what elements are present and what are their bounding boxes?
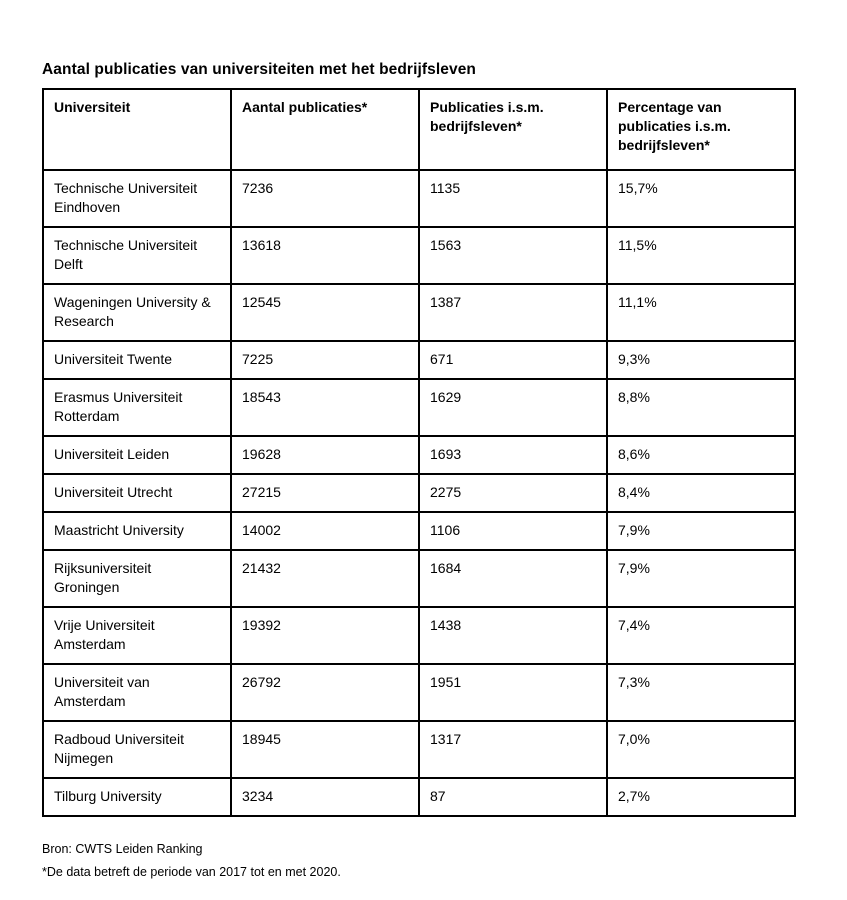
cell-publications-collab: 671	[418, 340, 608, 380]
column-header-university: Universiteit	[42, 88, 232, 171]
cell-percentage: 7,9%	[606, 511, 796, 551]
cell-publications-collab: 1135	[418, 169, 608, 228]
cell-publications-total: 12545	[230, 283, 420, 342]
cell-publications-total: 3234	[230, 777, 420, 817]
cell-publications-collab: 2275	[418, 473, 608, 513]
cell-publications-total: 18543	[230, 378, 420, 437]
table-row: Universiteit Utrecht 27215 2275 8,4%	[42, 473, 796, 513]
cell-university: Erasmus Universiteit Rotterdam	[42, 378, 232, 437]
cell-percentage: 9,3%	[606, 340, 796, 380]
cell-publications-collab: 1387	[418, 283, 608, 342]
cell-percentage: 8,6%	[606, 435, 796, 475]
cell-university: Radboud Universiteit Nijmegen	[42, 720, 232, 779]
page-title: Aantal publicaties van universiteiten me…	[42, 61, 476, 78]
cell-university: Technische Universiteit Delft	[42, 226, 232, 285]
table-row: Radboud Universiteit Nijmegen 18945 1317 7,…	[42, 720, 796, 779]
table-row: Tilburg University 3234 87 2,7%	[42, 777, 796, 817]
header-row: Universiteit Aantal publicaties* Publicati…	[42, 88, 796, 171]
cell-publications-collab: 1563	[418, 226, 608, 285]
cell-publications-total: 19392	[230, 606, 420, 665]
cell-publications-collab: 87	[418, 777, 608, 817]
cell-university: Universiteit Twente	[42, 340, 232, 380]
cell-percentage: 15,7%	[606, 169, 796, 228]
cell-university: Universiteit Utrecht	[42, 473, 232, 513]
table-header: Universiteit Aantal publicaties* Publicati…	[42, 88, 796, 171]
column-header-percentage: Percentage van publicaties i.s.m. bedrij…	[606, 88, 796, 171]
table-row: Rijksuniversiteit Groningen 21432 1684 7,9%	[42, 549, 796, 608]
cell-university: Rijksuniversiteit Groningen	[42, 549, 232, 608]
table-row: Technische Universiteit Eindhoven 7236 113…	[42, 169, 796, 228]
cell-publications-collab: 1317	[418, 720, 608, 779]
cell-publications-collab: 1629	[418, 378, 608, 437]
cell-percentage: 7,4%	[606, 606, 796, 665]
cell-publications-total: 27215	[230, 473, 420, 513]
cell-publications-total: 21432	[230, 549, 420, 608]
table-footnotes: Bron: CWTS Leiden Ranking *De data betre…	[42, 838, 796, 884]
table-row: Erasmus Universiteit Rotterdam 18543 1629 8…	[42, 378, 796, 437]
cell-percentage: 7,0%	[606, 720, 796, 779]
cell-percentage: 8,8%	[606, 378, 796, 437]
cell-university: Tilburg University	[42, 777, 232, 817]
column-header-publications-collab: Publicaties i.s.m. bedrijfsleven*	[418, 88, 608, 171]
column-header-publications-total: Aantal publicaties*	[230, 88, 420, 171]
cell-percentage: 11,5%	[606, 226, 796, 285]
publications-table: Universiteit Aantal publicaties* Publicati…	[42, 88, 796, 817]
cell-publications-total: 7225	[230, 340, 420, 380]
cell-university: Wageningen University & Research	[42, 283, 232, 342]
table-row: Maastricht University 14002 1106 7,9%	[42, 511, 796, 551]
cell-publications-collab: 1106	[418, 511, 608, 551]
cell-publications-collab: 1438	[418, 606, 608, 665]
table-row: Universiteit Leiden 19628 1693 8,6%	[42, 435, 796, 475]
cell-publications-total: 7236	[230, 169, 420, 228]
cell-percentage: 7,3%	[606, 663, 796, 722]
cell-publications-total: 26792	[230, 663, 420, 722]
table-row: Universiteit van Amsterdam 26792 1951 7,3%	[42, 663, 796, 722]
cell-publications-collab: 1684	[418, 549, 608, 608]
cell-university: Vrije Universiteit Amsterdam	[42, 606, 232, 665]
table-body: Technische Universiteit Eindhoven 7236 113…	[42, 169, 796, 817]
cell-percentage: 8,4%	[606, 473, 796, 513]
table-row: Technische Universiteit Delft 13618 1563 11…	[42, 226, 796, 285]
cell-percentage: 11,1%	[606, 283, 796, 342]
cell-publications-total: 19628	[230, 435, 420, 475]
table-row: Universiteit Twente 7225 671 9,3%	[42, 340, 796, 380]
cell-percentage: 2,7%	[606, 777, 796, 817]
cell-university: Maastricht University	[42, 511, 232, 551]
cell-percentage: 7,9%	[606, 549, 796, 608]
table-row: Wageningen University & Research 12545 138…	[42, 283, 796, 342]
cell-university: Technische Universiteit Eindhoven	[42, 169, 232, 228]
table-row: Vrije Universiteit Amsterdam 19392 1438 7,4…	[42, 606, 796, 665]
cell-university: Universiteit Leiden	[42, 435, 232, 475]
source-note: Bron: CWTS Leiden Ranking	[42, 842, 203, 856]
cell-publications-total: 14002	[230, 511, 420, 551]
cell-university: Universiteit van Amsterdam	[42, 663, 232, 722]
period-note: *De data betreft de periode van 2017 tot…	[42, 865, 341, 879]
cell-publications-collab: 1951	[418, 663, 608, 722]
cell-publications-collab: 1693	[418, 435, 608, 475]
cell-publications-total: 13618	[230, 226, 420, 285]
cell-publications-total: 18945	[230, 720, 420, 779]
